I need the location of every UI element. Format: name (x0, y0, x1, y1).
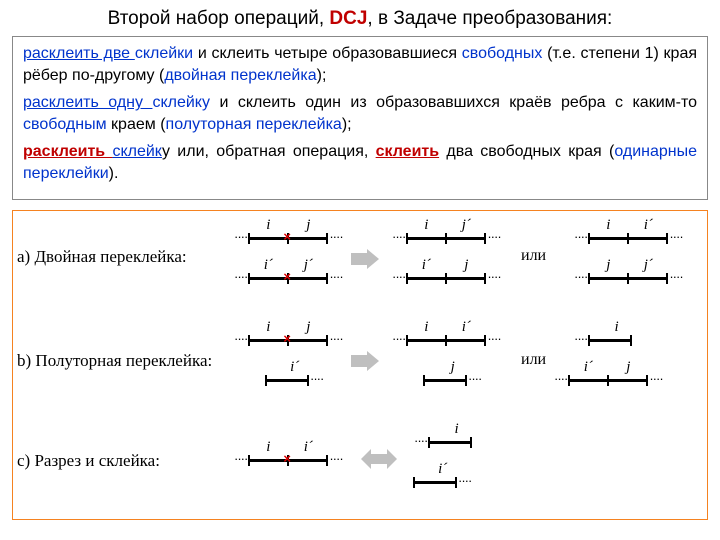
p3-d: склеить (376, 143, 439, 160)
diagram-box: a) Двойная переклейка: ij ····×···· i´j´… (12, 210, 708, 520)
or-b: или (521, 351, 546, 369)
p1-g: ); (317, 67, 327, 84)
row-a-label: a) Двойная переклейка: (17, 247, 187, 267)
frag-c-r-top: i ···· (413, 421, 472, 450)
p2-d: свободным (23, 116, 107, 133)
xmark-icon: × (283, 331, 291, 346)
p3-e: два свободных края ( (439, 143, 614, 160)
title-dcj: DCJ (329, 8, 367, 29)
title-mid: набор операций, (171, 8, 330, 29)
xmark-icon: × (283, 269, 291, 284)
p1-c: и склеить четыре образовавшиеся (193, 45, 462, 62)
p1-f: двойная переклейка (164, 67, 316, 84)
p1-b: склейки (135, 45, 193, 62)
frag-b-src-bot: i´ ···· (265, 359, 324, 388)
frag-a-src-bot: i´j´ ····×···· (233, 257, 344, 286)
frag-b-r1-bot: j ···· (423, 359, 482, 388)
p2-f: полуторная переклейка (166, 116, 342, 133)
p2-e: краем ( (107, 116, 166, 133)
frag-b-r1-top: ii´ ········ (391, 319, 502, 348)
arrow-double-icon (361, 449, 397, 469)
frag-b-src-top: ij ····×···· (233, 319, 344, 348)
frag-c-src: ii´ ····×···· (233, 439, 344, 468)
p2-a: расклеить одну (23, 94, 152, 111)
or-a: или (521, 247, 546, 265)
frag-c-r-bot: i´ ···· (413, 461, 472, 490)
frag-a-r1-top: ij´ ········ (391, 217, 502, 246)
p3-c: у или, обратная операция, (162, 143, 376, 160)
para-1: расклеить две склейки и склеить четыре о… (23, 43, 697, 86)
frag-b-r2-bot: i´j ········ (553, 359, 664, 388)
para-3: расклеить склейку или, обратная операция… (23, 141, 697, 184)
p3-g: ). (109, 165, 119, 182)
frag-a-r2-top: ii´ ········ (573, 217, 684, 246)
frag-a-r1-bot: i´j ········ (391, 257, 502, 286)
page-title: Второй набор операций, DCJ, в Задаче пре… (0, 0, 720, 36)
row-b-label: b) Полуторная переклейка: (17, 351, 212, 371)
frag-a-r2-bot: jj´ ········ (573, 257, 684, 286)
definition-box: расклеить две склейки и склеить четыре о… (12, 36, 708, 200)
frag-b-r2-top: i ···· (573, 319, 632, 348)
p3-a: расклеить (23, 143, 112, 160)
xmark-icon: × (283, 451, 291, 466)
title-pre: Второй (108, 8, 171, 29)
p2-c: и склеить один из образовавшихся краёв р… (210, 94, 697, 111)
p3-b: склейк (112, 143, 162, 160)
p2-b: склейку (152, 94, 210, 111)
para-2: расклеить одну склейку и склеить один из… (23, 92, 697, 135)
arrow-right-icon (351, 249, 379, 269)
p1-a: расклеить две (23, 45, 135, 62)
frag-a-src-top: ij ····×···· (233, 217, 344, 246)
p2-g: ); (342, 116, 352, 133)
xmark-icon: × (283, 229, 291, 244)
title-post: , в Задаче преобразования: (367, 8, 612, 29)
p1-d: свободных (462, 45, 543, 62)
row-c-label: c) Разрез и склейка: (17, 451, 160, 471)
arrow-right-icon (351, 351, 379, 371)
